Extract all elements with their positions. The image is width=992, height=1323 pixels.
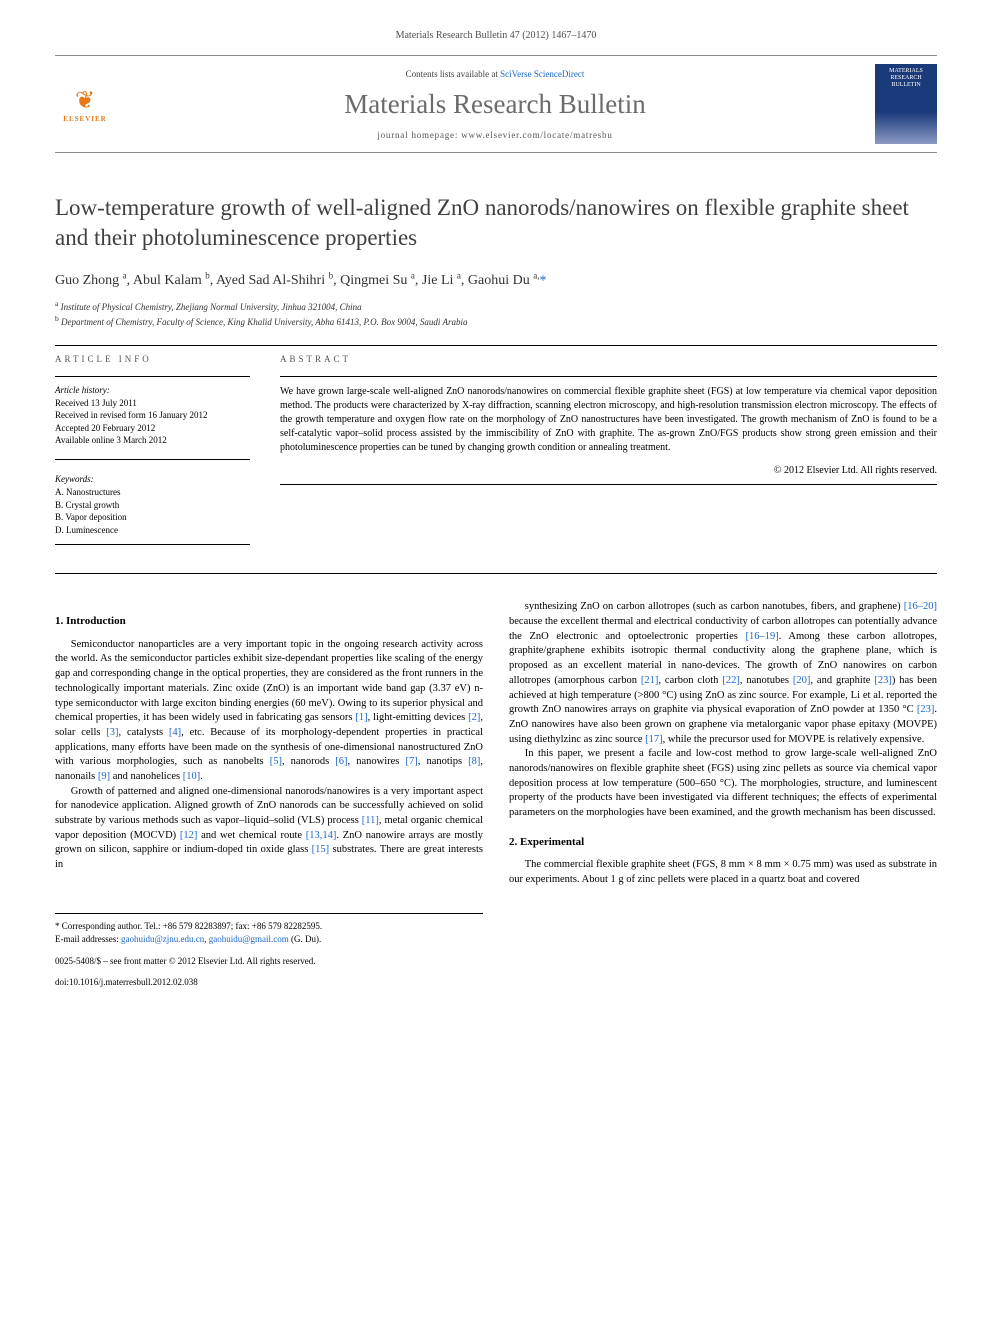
email-owner: (G. Du).	[291, 934, 321, 944]
sciencedirect-link[interactable]: SciVerse ScienceDirect	[500, 69, 584, 79]
history-line-1: Received in revised form 16 January 2012	[55, 409, 250, 422]
citation-ref[interactable]: [6]	[335, 756, 347, 767]
contents-available-line: Contents lists available at SciVerse Sci…	[115, 69, 875, 79]
citation-ref[interactable]: [8]	[468, 756, 480, 767]
email-label: E-mail addresses:	[55, 934, 119, 944]
citation-ref[interactable]: [11]	[362, 815, 379, 826]
journal-masthead: ❦ ELSEVIER Contents lists available at S…	[55, 55, 937, 153]
keywords-heading: Keywords:	[55, 474, 250, 484]
citation-ref[interactable]: [22]	[722, 675, 740, 686]
keyword-1: B. Crystal growth	[55, 499, 250, 512]
page-footer: * Corresponding author. Tel.: +86 579 82…	[55, 913, 937, 989]
article-meta-row: ARTICLE INFO Article history: Received 1…	[55, 354, 937, 554]
citation-ref[interactable]: [23]	[917, 704, 935, 715]
corresponding-author-footnote: * Corresponding author. Tel.: +86 579 82…	[55, 913, 483, 989]
email-link-1[interactable]: gaohuidu@zjnu.edu.cn	[121, 934, 204, 944]
affiliation-b: b Department of Chemistry, Faculty of Sc…	[55, 314, 937, 329]
citation-ref[interactable]: [16–19]	[745, 631, 778, 642]
article-info-label: ARTICLE INFO	[55, 354, 250, 364]
article-info-block: ARTICLE INFO Article history: Received 1…	[55, 354, 250, 554]
citation-ref[interactable]: [16–20]	[904, 601, 937, 612]
citation-ref[interactable]: [21]	[641, 675, 659, 686]
keyword-3: D. Luminescence	[55, 524, 250, 537]
kw-divider-bottom	[55, 544, 250, 545]
info-divider	[55, 376, 250, 377]
authors-text: Guo Zhong a, Abul Kalam b, Ayed Sad Al-S…	[55, 273, 539, 288]
keyword-2: B. Vapor deposition	[55, 511, 250, 524]
abstract-label: ABSTRACT	[280, 354, 937, 364]
journal-homepage: journal homepage: www.elsevier.com/locat…	[115, 130, 875, 140]
intro-paragraph-1: Semiconductor nanoparticles are a very i…	[55, 638, 483, 785]
journal-center-block: Contents lists available at SciVerse Sci…	[115, 69, 875, 140]
contents-prefix: Contents lists available at	[406, 69, 500, 79]
abstract-block: ABSTRACT We have grown large-scale well-…	[280, 354, 937, 554]
article-title: Low-temperature growth of well-aligned Z…	[55, 193, 937, 253]
citation-ref[interactable]: [9]	[98, 771, 110, 782]
section-heading-experimental: 2. Experimental	[509, 835, 937, 850]
citation-ref[interactable]: [12]	[180, 830, 198, 841]
citation-ref[interactable]: [4]	[169, 727, 181, 738]
history-line-0: Received 13 July 2011	[55, 397, 250, 410]
section-heading-introduction: 1. Introduction	[55, 614, 483, 629]
intro-paragraph-3: synthesizing ZnO on carbon allotropes (s…	[509, 600, 937, 747]
email-link-2[interactable]: gaohuidu@gmail.com	[209, 934, 289, 944]
doi-line: doi:10.1016/j.materresbull.2012.02.038	[55, 977, 483, 989]
intro-paragraph-4: In this paper, we present a facile and l…	[509, 747, 937, 820]
abstract-text: We have grown large-scale well-aligned Z…	[280, 385, 937, 455]
citation-ref[interactable]: [2]	[468, 712, 480, 723]
citation-ref[interactable]: [7]	[405, 756, 417, 767]
divider-top	[55, 345, 937, 346]
abstract-copyright: © 2012 Elsevier Ltd. All rights reserved…	[280, 465, 937, 476]
affiliation-a: a Institute of Physical Chemistry, Zheji…	[55, 299, 937, 314]
issn-line: 0025-5408/$ – see front matter © 2012 El…	[55, 956, 483, 968]
citation-line: Materials Research Bulletin 47 (2012) 14…	[55, 30, 937, 41]
corr-author-line: * Corresponding author. Tel.: +86 579 82…	[55, 920, 483, 933]
corresponding-author-mark[interactable]: *	[539, 273, 546, 288]
divider-mid	[55, 573, 937, 574]
intro-paragraph-2: Growth of patterned and aligned one-dime…	[55, 785, 483, 873]
journal-cover-thumbnail: MATERIALS RESEARCH BULLETIN	[875, 64, 937, 144]
footer-spacer	[509, 913, 937, 989]
abstract-divider-top	[280, 376, 937, 377]
citation-ref[interactable]: [15]	[312, 844, 330, 855]
history-heading: Article history:	[55, 385, 250, 395]
elsevier-tree-icon: ❦	[75, 86, 95, 115]
journal-title: Materials Research Bulletin	[115, 89, 875, 120]
citation-ref[interactable]: [17]	[645, 734, 663, 745]
citation-ref[interactable]: [1]	[355, 712, 367, 723]
author-list: Guo Zhong a, Abul Kalam b, Ayed Sad Al-S…	[55, 271, 937, 290]
citation-ref[interactable]: [3]	[106, 727, 118, 738]
citation-ref[interactable]: [13,14]	[306, 830, 337, 841]
citation-ref[interactable]: [5]	[270, 756, 282, 767]
article-body: 1. Introduction Semiconductor nanopartic…	[55, 600, 937, 887]
citation-ref[interactable]: [23]	[874, 675, 892, 686]
corr-email-line: E-mail addresses: gaohuidu@zjnu.edu.cn, …	[55, 933, 483, 946]
kw-divider-top	[55, 459, 250, 460]
history-line-2: Accepted 20 February 2012	[55, 422, 250, 435]
keyword-0: A. Nanostructures	[55, 486, 250, 499]
affiliations: a Institute of Physical Chemistry, Zheji…	[55, 299, 937, 328]
experimental-paragraph-1: The commercial flexible graphite sheet (…	[509, 858, 937, 887]
elsevier-logo: ❦ ELSEVIER	[55, 69, 115, 139]
abstract-divider-bottom	[280, 484, 937, 485]
citation-ref[interactable]: [20]	[793, 675, 811, 686]
citation-ref[interactable]: [10]	[183, 771, 201, 782]
history-line-3: Available online 3 March 2012	[55, 434, 250, 447]
elsevier-text: ELSEVIER	[63, 115, 106, 123]
